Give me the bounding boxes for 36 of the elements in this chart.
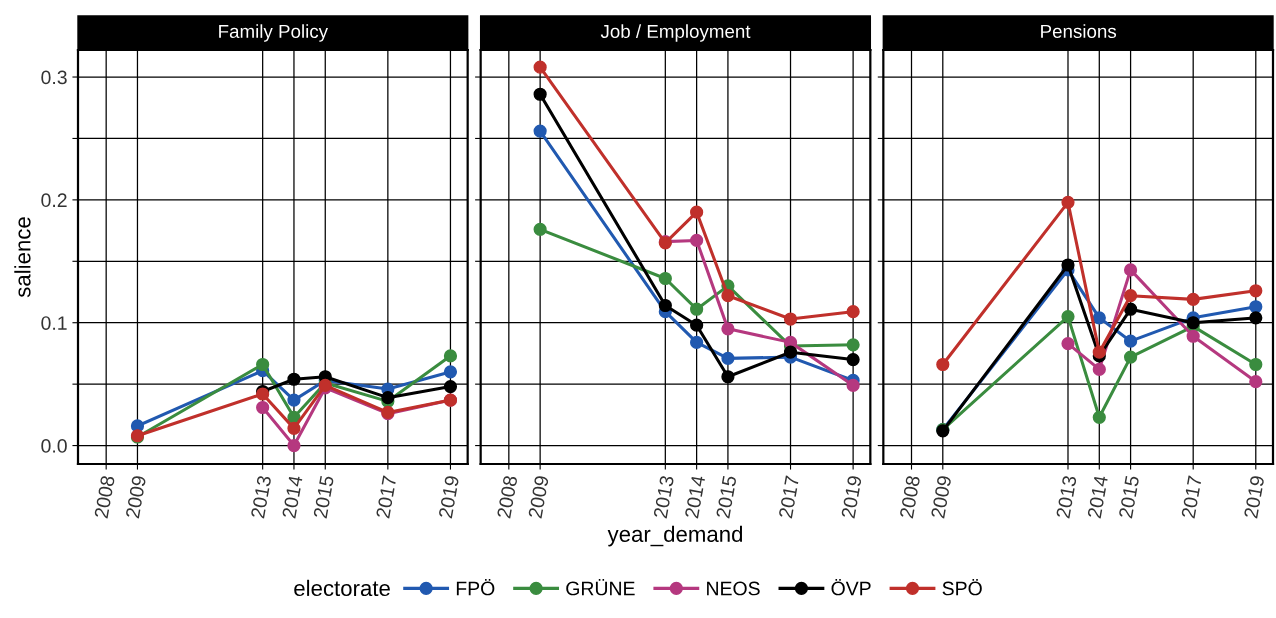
x-tick-label: 2017 [1181,475,1202,519]
x-tick-label: 2009 [930,475,952,519]
x-tick-label: 2013 [653,475,675,519]
x-tick-label: 2014 [281,475,303,519]
chart-title: Pensions [1041,24,1117,39]
legend-label: FPÖ [456,578,495,596]
x-tick-label: 2019 [438,475,460,519]
x-axis-title: year_demand [607,525,743,547]
x-tick-label: 2017 [375,475,397,519]
chart-title: Family Policy [219,24,329,42]
x-tick-label: 2008 [899,475,921,519]
x-tick-label: 2013 [1055,475,1077,519]
x-tick-label: 2017 [778,475,800,519]
legend-label: NEOS [707,581,760,596]
x-tick-label: 2019 [841,475,862,519]
x-tick-label: 2015 [1118,475,1140,519]
x-tick-label: 2009 [125,475,147,519]
x-tick-label: 2008 [94,475,115,519]
x-tick-label: 2015 [715,475,737,519]
legend-label: GRÜNE [566,578,635,596]
y-tick-label: 0.1 [41,316,67,330]
y-tick-label: 0.3 [41,70,67,85]
y-tick-label: 0.2 [41,193,67,208]
legend-label: SPÖ [942,578,982,596]
chart-title: Job / Employment [600,24,751,42]
x-tick-label: 2009 [528,475,549,519]
x-tick-label: 2008 [496,475,518,519]
legend-label: ÖVP [831,578,871,596]
y-axis-title: salience [14,217,31,298]
x-tick-label: 2015 [313,475,335,519]
legend-title: electorate [294,579,390,597]
x-tick-label: 2019 [1243,475,1265,519]
x-tick-label: 2014 [684,475,706,519]
y-tick-label: 0.0 [41,439,67,453]
x-tick-label: 2014 [1087,475,1109,519]
x-tick-label: 2013 [250,475,272,519]
